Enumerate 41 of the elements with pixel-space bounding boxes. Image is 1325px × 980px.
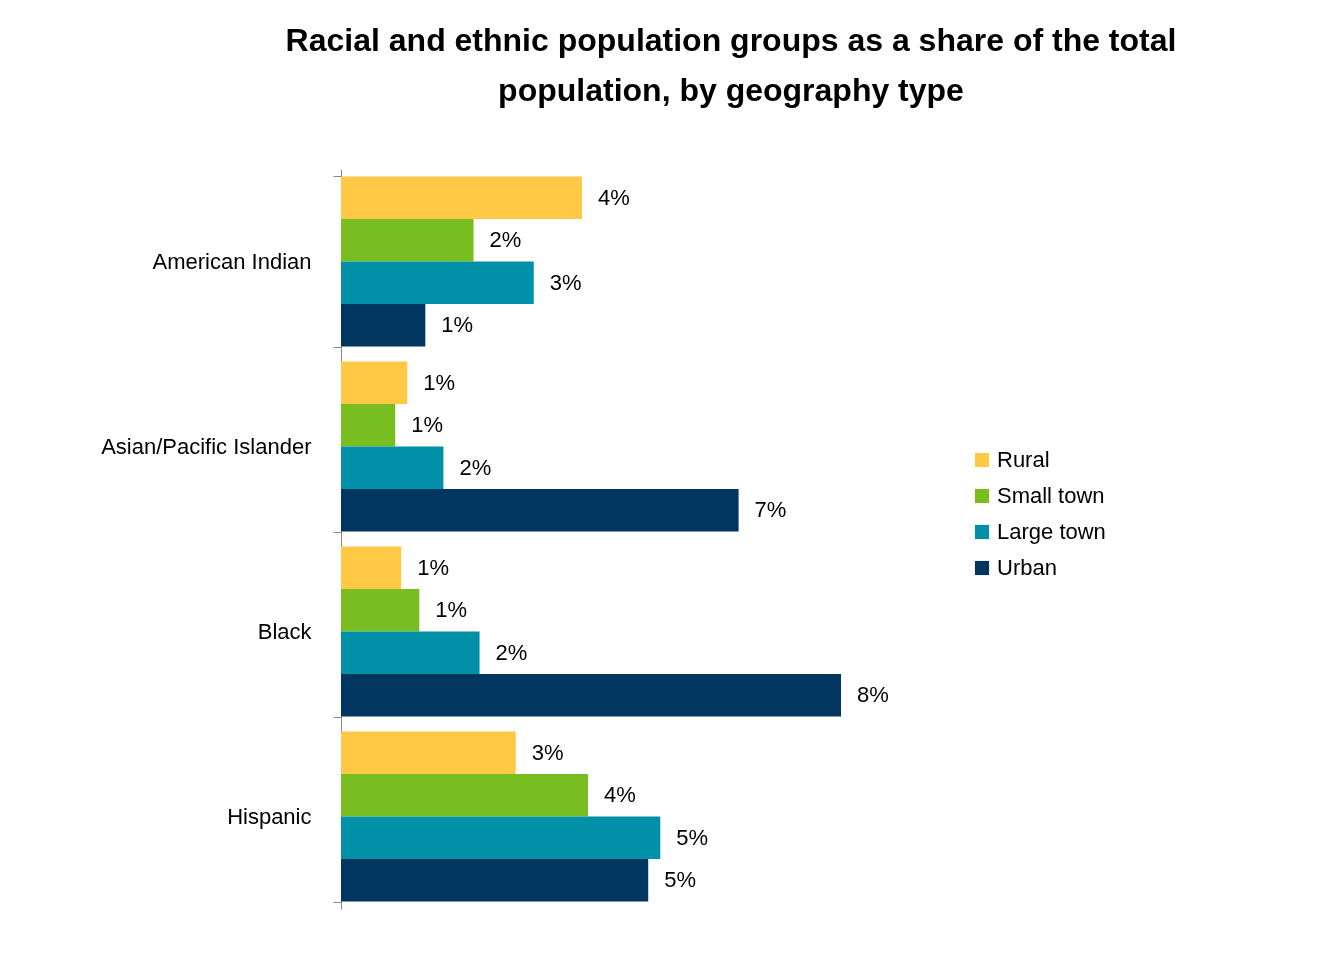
y-tick-label: Hispanic (227, 804, 312, 829)
bar (341, 446, 444, 490)
bar (341, 816, 661, 860)
bar (341, 218, 474, 262)
bar (341, 631, 480, 675)
chart-title: Racial and ethnic population groups as a share of the total population, by geography type (285, 22, 1177, 108)
bar (341, 361, 408, 404)
data-label: 7% (754, 497, 787, 523)
legend-label: Urban (997, 555, 1057, 580)
data-label: 5% (664, 867, 697, 893)
data-label: 2% (495, 639, 528, 665)
bar (341, 731, 516, 774)
data-label: 4% (597, 184, 630, 210)
bar (341, 489, 739, 532)
data-label: 1% (417, 554, 450, 580)
data-label: 4% (603, 782, 636, 808)
data-label: 1% (441, 312, 474, 338)
data-label: 5% (676, 824, 709, 850)
data-label: 1% (423, 369, 456, 395)
legend-label: Rural (997, 447, 1050, 472)
bar (341, 261, 534, 305)
data-label: 3% (531, 739, 564, 765)
data-label: 3% (549, 269, 582, 295)
data-label: 8% (857, 682, 889, 708)
legend-label: Small town (997, 483, 1105, 508)
bar (341, 176, 582, 219)
bar (341, 304, 426, 347)
y-tick-label: Black (257, 619, 313, 644)
data-label: 2% (489, 227, 522, 253)
data-label: 2% (459, 454, 492, 480)
y-tick-label: Asian/Pacific Islander (101, 434, 312, 459)
data-label: 1% (435, 597, 468, 623)
legend-label: Large town (997, 519, 1106, 544)
bar (341, 859, 649, 902)
bar (341, 546, 402, 589)
bar (341, 403, 396, 447)
bar (341, 674, 841, 717)
y-tick-label: American Indian (152, 249, 312, 274)
bar (341, 588, 420, 632)
bar (341, 773, 588, 817)
data-label: 1% (411, 412, 444, 438)
